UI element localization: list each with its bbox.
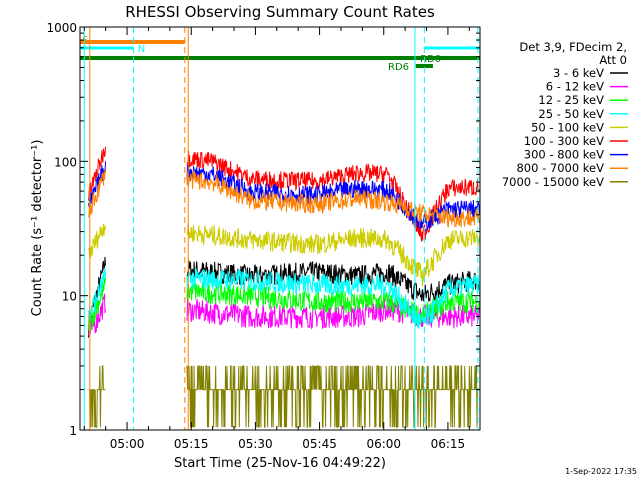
legend-label-7: 800 - 7000 keV (516, 161, 604, 175)
x-tick-label-1: 05:15 (174, 437, 209, 451)
plot-background (80, 27, 480, 430)
series-7-segment-1 (186, 170, 481, 229)
overlay-bars: S N RD6 RD0 (80, 35, 480, 73)
series-4-segment-1 (186, 222, 481, 287)
x-tick-label-3: 05:45 (302, 437, 337, 451)
y-tick-label-1: 100 (54, 155, 77, 169)
legend-label-0: 3 - 6 keV (553, 66, 604, 80)
y-tick-label-0: 1000 (46, 21, 77, 35)
series-0-segment-1 (186, 260, 481, 303)
tick-labels: 05:00 05:15 05:30 05:45 06:00 06:15 1000 100 10 1 (46, 21, 465, 451)
annotation-n: N (138, 44, 145, 55)
series-8-segment-0 (88, 365, 106, 428)
series-layer (88, 146, 481, 428)
legend-label-1: 6 - 12 keV (546, 80, 604, 94)
series-2-segment-1 (186, 280, 481, 327)
legend-label-2: 12 - 25 keV (538, 93, 604, 107)
series-5-segment-0 (88, 146, 106, 201)
series-5-segment-1 (186, 150, 481, 242)
annotation-rd6: RD6 (388, 62, 409, 73)
legend-label-5: 100 - 300 keV (524, 134, 604, 148)
annotation-rd0: RD0 (420, 54, 441, 65)
x-tick-label-5: 06:15 (431, 437, 466, 451)
series-3-segment-1 (186, 268, 481, 329)
y-tick-label-3: 1 (69, 424, 77, 438)
event-lines (83, 27, 479, 430)
legend-label-6: 300 - 800 keV (524, 148, 604, 162)
axes (79, 26, 481, 431)
legend-label-8: 7000 - 15000 keV (502, 175, 604, 189)
annotation-s: S (82, 35, 88, 46)
chart-title: RHESSI Observing Summary Count Rates (125, 3, 435, 21)
legend-label-3: 25 - 50 keV (538, 107, 604, 121)
x-tick-label-4: 06:00 (366, 437, 401, 451)
series-8-segment-1 (186, 365, 480, 428)
legend-label-4: 50 - 100 keV (531, 120, 604, 134)
legend-header-0: Det 3,9, FDecim 2, (519, 40, 627, 54)
y-axis-label: Count Rate (s⁻¹ detector⁻¹) (30, 140, 45, 317)
timestamp: 1-Sep-2022 17:35 (565, 467, 637, 476)
x-axis-label: Start Time (25-Nov-16 04:49:22) (174, 456, 386, 471)
plot-frame (79, 26, 481, 431)
series-3-segment-0 (88, 267, 106, 321)
plot-area (80, 27, 480, 430)
legend-header-1: Att 0 (599, 53, 627, 67)
y-tick-label-2: 10 (62, 290, 77, 304)
series-7-segment-0 (88, 169, 106, 218)
series-4-segment-0 (88, 223, 106, 259)
x-tick-label-2: 05:30 (238, 437, 273, 451)
x-tick-label-0: 05:00 (110, 437, 145, 451)
